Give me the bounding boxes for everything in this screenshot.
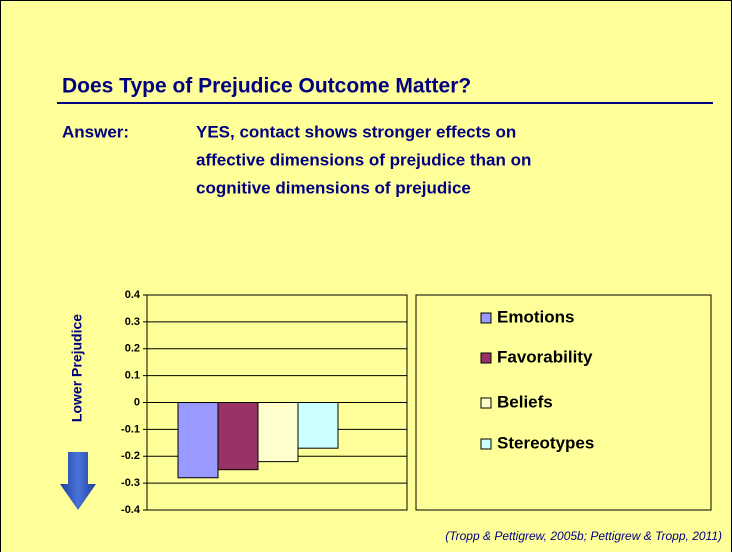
legend-swatch — [480, 438, 492, 450]
legend-label: Beliefs — [497, 392, 553, 411]
bar — [177, 402, 219, 479]
y-tick-label: -0.1 — [121, 423, 140, 435]
y-tick-label: 0.4 — [125, 289, 141, 301]
legend-swatch — [480, 312, 492, 324]
y-tick-label: 0.2 — [125, 343, 140, 355]
bar — [297, 402, 339, 449]
legend-swatch — [480, 352, 492, 364]
y-tick-label: 0.3 — [125, 316, 140, 328]
y-tick-label: 0 — [134, 396, 140, 408]
legend-box — [415, 294, 712, 511]
slide-title: Does Type of Prejudice Outcome Matter? — [62, 75, 471, 98]
answer-line: YES, contact shows stronger effects on — [196, 122, 516, 141]
down-arrow — [60, 452, 96, 510]
legend-label: Emotions — [497, 307, 574, 326]
y-tick-label: 0.1 — [125, 370, 140, 382]
y-tick-label: -0.3 — [121, 477, 140, 489]
answer-line: cognitive dimensions of prejudice — [196, 178, 471, 197]
legend-swatch — [480, 397, 492, 409]
answer-label: Answer: — [62, 122, 129, 141]
bar — [217, 402, 259, 471]
citation: (Tropp & Pettigrew, 2005b; Pettigrew & T… — [445, 529, 722, 543]
legend-label: Stereotypes — [497, 433, 594, 452]
answer-line: affective dimensions of prejudice than o… — [196, 150, 531, 169]
y-axis-label: Lower Prejudice — [69, 314, 85, 422]
y-tick-label: -0.2 — [121, 450, 140, 462]
y-tick-label: -0.4 — [121, 504, 141, 516]
bar — [257, 402, 299, 463]
legend-label: Favorability — [497, 347, 593, 366]
